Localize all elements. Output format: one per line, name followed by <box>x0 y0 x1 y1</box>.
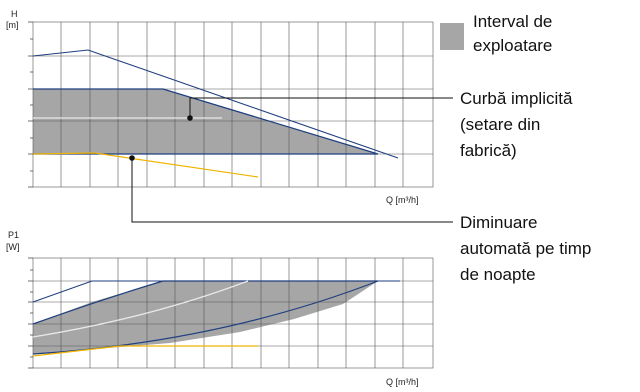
bottom-y-axis-unit: [W] <box>6 242 20 252</box>
bottom-y-ticks <box>28 257 33 369</box>
top-night-curve <box>32 152 259 178</box>
bottom-default-curve <box>32 280 249 338</box>
bottom-night-curve <box>32 345 258 357</box>
top-max-curve <box>32 49 399 159</box>
callout-night-line-1: Diminuare <box>460 213 537 232</box>
callout-night-text: Diminuare automată pe timp de noapte <box>460 213 591 284</box>
callout-night-pointer <box>129 155 453 223</box>
top-chart: H [m] Q [m³/h] <box>6 9 434 205</box>
callout-default-text: Curbă implicită (setare din fabrică) <box>460 89 573 160</box>
callout-default-line-1: Curbă implicită <box>460 89 573 108</box>
top-x-axis-label: Q [m³/h] <box>386 195 419 205</box>
bottom-range-upper <box>32 280 378 325</box>
top-y-axis-label: H <box>11 9 18 19</box>
top-y-ticks <box>28 21 33 188</box>
top-range-border <box>33 88 379 155</box>
callout-night-line-2: automată pe timp <box>460 239 591 258</box>
bottom-x-axis-label: Q [m³/h] <box>386 377 419 387</box>
legend-swatch <box>440 23 464 50</box>
callout-default-line-2: (setare din <box>460 115 540 134</box>
top-y-axis-unit: [m] <box>6 20 19 30</box>
bottom-chart: P1 [W] Q [m³/h] <box>6 230 434 387</box>
bottom-operating-range <box>33 281 378 354</box>
callout-default-line-3: fabrică) <box>460 141 517 160</box>
legend-line-2: exploatare <box>473 36 552 55</box>
top-operating-range <box>33 89 378 154</box>
legend-line-1: Interval de <box>473 12 552 31</box>
legend: Interval de exploatare <box>440 12 552 55</box>
callout-night-line-3: de noapte <box>460 265 536 284</box>
callout-default-pointer <box>187 97 453 121</box>
bottom-y-axis-label: P1 <box>8 230 19 240</box>
